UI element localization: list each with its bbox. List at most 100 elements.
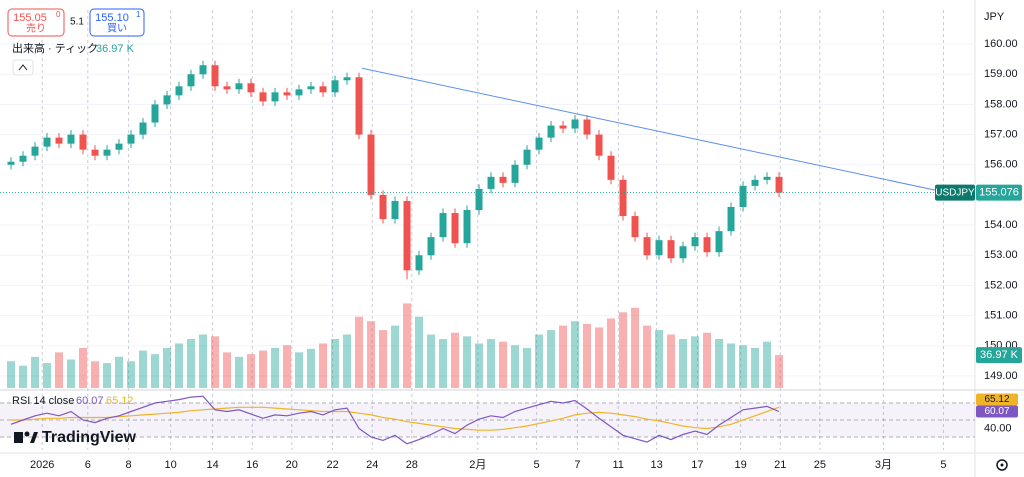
volume-bar [499, 341, 508, 388]
collapse-button[interactable] [12, 59, 34, 76]
candle-body [379, 194, 387, 220]
x-tick-label: 5 [940, 459, 946, 471]
buy-button[interactable] [89, 8, 145, 37]
volume-bar [295, 352, 304, 388]
volume-bar [67, 359, 76, 388]
y-tick-label: 160.00 [984, 38, 1018, 50]
buy-label: 買い [107, 23, 127, 35]
candle-body [403, 200, 411, 271]
candle-body [643, 237, 651, 256]
x-tick-label: 22 [326, 459, 338, 471]
volume-bar [103, 363, 112, 388]
candle-body [223, 86, 231, 90]
volume-bar [211, 336, 220, 388]
candle-body [367, 134, 375, 195]
candle-body [175, 86, 183, 96]
rsi-ma-label-box [976, 393, 1018, 406]
candle-body [607, 155, 615, 180]
candle-body [427, 237, 435, 256]
sell-price: 155.05 [13, 12, 47, 24]
volume-bar [715, 339, 724, 388]
volume-bar [739, 345, 748, 388]
volume-bar [187, 339, 196, 388]
volume-bar [679, 339, 688, 388]
y-tick-label: 159.00 [984, 68, 1018, 80]
volume-bar [139, 350, 148, 388]
rsi-tick-label: 40.00 [984, 422, 1012, 434]
volume-bar [343, 334, 352, 388]
volume-bar [607, 318, 616, 388]
candle-body [211, 65, 219, 87]
y-tick-label: 158.00 [984, 98, 1018, 110]
volume-bar [271, 347, 280, 388]
symbol-label: USDJPY [935, 187, 975, 198]
volume-bar [571, 321, 580, 388]
candle-body [475, 188, 483, 211]
x-tick-label: 19 [735, 459, 747, 471]
sell-button[interactable] [7, 8, 65, 37]
currency: JPY [984, 11, 1005, 23]
x-tick-label: 11 [613, 459, 624, 471]
volume-bar [595, 327, 604, 388]
grid-layer: 149.00150.00151.00152.00153.00154.00155.… [0, 10, 1018, 471]
x-tick-label: 28 [406, 459, 418, 471]
candle-body [283, 92, 291, 96]
candle-body [199, 65, 207, 75]
candle-body [715, 231, 723, 253]
candle-body [319, 86, 327, 93]
volume-bar [439, 339, 448, 388]
volume-title: 出来高 · ティック [12, 41, 98, 55]
volume-bar [643, 325, 652, 388]
volume-bar [475, 343, 484, 388]
settings-icon-center [1000, 463, 1004, 467]
y-tick-label: 156.00 [984, 159, 1018, 171]
candle-body [79, 134, 87, 150]
logo-slash [30, 432, 38, 443]
volume-bar [655, 330, 664, 388]
volume-bar [379, 330, 388, 388]
rsi-title: RSI 14 close [12, 395, 74, 407]
candle-body [691, 237, 699, 247]
overlay-layer: 155.05 0 売り 5.1 155.10 1 買い 出来高 · ティック 3… [7, 8, 1008, 471]
volume-bar [43, 363, 52, 388]
volume-bar [391, 325, 400, 388]
rsi-label-box [976, 405, 1018, 418]
candle-body [307, 86, 315, 90]
volume-bar [367, 321, 376, 388]
volume-bar [631, 307, 640, 388]
candle-body [187, 74, 195, 87]
volume-bar [307, 348, 316, 388]
y-tick-label: 151.00 [984, 310, 1018, 322]
x-tick-label: 14 [206, 459, 218, 471]
candle-body [55, 137, 63, 144]
candle-body [103, 149, 111, 156]
volume-bar [7, 361, 16, 388]
logo-dot [24, 431, 30, 437]
candle-body [523, 149, 531, 165]
collapse-icon [18, 64, 28, 71]
rsi-ma-label: 65.12 [984, 394, 1009, 405]
candle-body [751, 179, 759, 186]
volume-bar [259, 350, 268, 388]
last-price-label: 155.076 [979, 187, 1019, 199]
volume-bar [163, 347, 172, 388]
sell-sup: 0 [56, 10, 61, 19]
candle-body [727, 206, 735, 232]
x-tick-label: 25 [814, 459, 826, 471]
x-tick-label: 6 [85, 459, 91, 471]
volume-bar [583, 323, 592, 388]
candle-body [43, 137, 51, 147]
x-tick-label: 24 [366, 459, 378, 471]
volume-bar [487, 339, 496, 388]
y-tick-label: 157.00 [984, 128, 1018, 140]
x-tick-label: 8 [126, 459, 132, 471]
candle-body [559, 125, 567, 129]
volume-bar [127, 361, 136, 388]
settings-icon[interactable] [996, 459, 1008, 471]
volume-bar [619, 312, 628, 388]
candle-body [763, 176, 771, 180]
volume-bar [91, 361, 100, 388]
volume-bar [511, 345, 520, 388]
